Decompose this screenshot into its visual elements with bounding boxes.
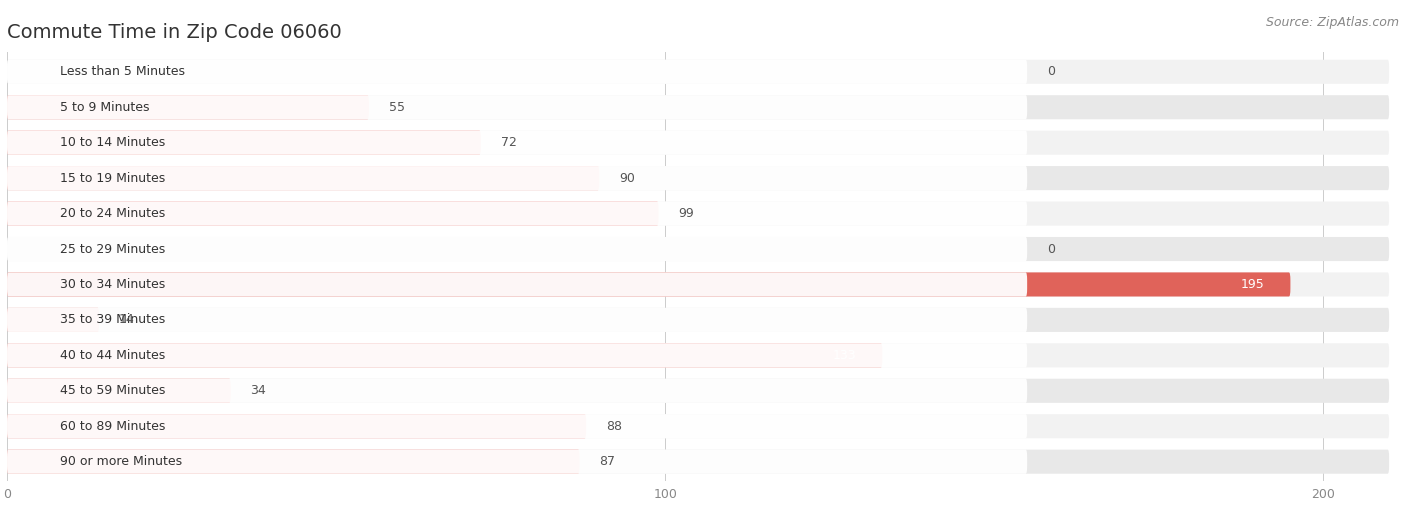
FancyBboxPatch shape — [7, 166, 1389, 190]
Text: 30 to 34 Minutes: 30 to 34 Minutes — [59, 278, 165, 291]
Text: 5 to 9 Minutes: 5 to 9 Minutes — [59, 101, 149, 113]
FancyBboxPatch shape — [7, 272, 1028, 297]
FancyBboxPatch shape — [7, 343, 883, 367]
FancyBboxPatch shape — [7, 379, 1028, 403]
Text: 90 or more Minutes: 90 or more Minutes — [59, 455, 181, 468]
FancyBboxPatch shape — [7, 343, 1389, 367]
FancyBboxPatch shape — [7, 237, 1028, 261]
Text: 60 to 89 Minutes: 60 to 89 Minutes — [59, 420, 165, 433]
Text: 55: 55 — [388, 101, 405, 113]
FancyBboxPatch shape — [7, 379, 231, 403]
Text: 15 to 19 Minutes: 15 to 19 Minutes — [59, 172, 165, 185]
Text: 88: 88 — [606, 420, 621, 433]
Text: 0: 0 — [1047, 65, 1054, 78]
FancyBboxPatch shape — [7, 166, 1028, 190]
FancyBboxPatch shape — [7, 201, 1028, 225]
FancyBboxPatch shape — [7, 450, 1389, 474]
FancyBboxPatch shape — [7, 60, 1028, 84]
FancyBboxPatch shape — [7, 201, 1389, 225]
FancyBboxPatch shape — [7, 414, 586, 438]
FancyBboxPatch shape — [7, 131, 481, 155]
Text: 20 to 24 Minutes: 20 to 24 Minutes — [59, 207, 165, 220]
FancyBboxPatch shape — [7, 131, 1028, 155]
FancyBboxPatch shape — [7, 272, 1389, 297]
Text: 72: 72 — [501, 136, 516, 149]
FancyBboxPatch shape — [7, 308, 1028, 332]
Text: Source: ZipAtlas.com: Source: ZipAtlas.com — [1265, 16, 1399, 29]
Text: Commute Time in Zip Code 06060: Commute Time in Zip Code 06060 — [7, 24, 342, 42]
Text: 35 to 39 Minutes: 35 to 39 Minutes — [59, 313, 165, 326]
Text: 40 to 44 Minutes: 40 to 44 Minutes — [59, 349, 165, 362]
FancyBboxPatch shape — [7, 201, 658, 225]
Text: 14: 14 — [120, 313, 135, 326]
FancyBboxPatch shape — [7, 343, 1028, 367]
FancyBboxPatch shape — [7, 379, 1389, 403]
FancyBboxPatch shape — [7, 60, 1389, 84]
Text: 45 to 59 Minutes: 45 to 59 Minutes — [59, 384, 165, 397]
Text: 195: 195 — [1240, 278, 1264, 291]
FancyBboxPatch shape — [7, 308, 100, 332]
FancyBboxPatch shape — [7, 308, 1389, 332]
FancyBboxPatch shape — [7, 272, 1291, 297]
Text: 0: 0 — [1047, 243, 1054, 256]
Text: Less than 5 Minutes: Less than 5 Minutes — [59, 65, 184, 78]
FancyBboxPatch shape — [7, 131, 1389, 155]
FancyBboxPatch shape — [7, 95, 1028, 119]
Text: 87: 87 — [599, 455, 616, 468]
Text: 133: 133 — [832, 349, 856, 362]
FancyBboxPatch shape — [7, 414, 1028, 438]
FancyBboxPatch shape — [7, 95, 368, 119]
FancyBboxPatch shape — [7, 450, 579, 474]
Text: 34: 34 — [250, 384, 266, 397]
Text: 90: 90 — [619, 172, 636, 185]
Text: 25 to 29 Minutes: 25 to 29 Minutes — [59, 243, 165, 256]
Text: 99: 99 — [678, 207, 695, 220]
Text: 10 to 14 Minutes: 10 to 14 Minutes — [59, 136, 165, 149]
FancyBboxPatch shape — [7, 166, 599, 190]
FancyBboxPatch shape — [7, 414, 1389, 438]
FancyBboxPatch shape — [7, 450, 1028, 474]
FancyBboxPatch shape — [7, 95, 1389, 119]
FancyBboxPatch shape — [7, 237, 1389, 261]
